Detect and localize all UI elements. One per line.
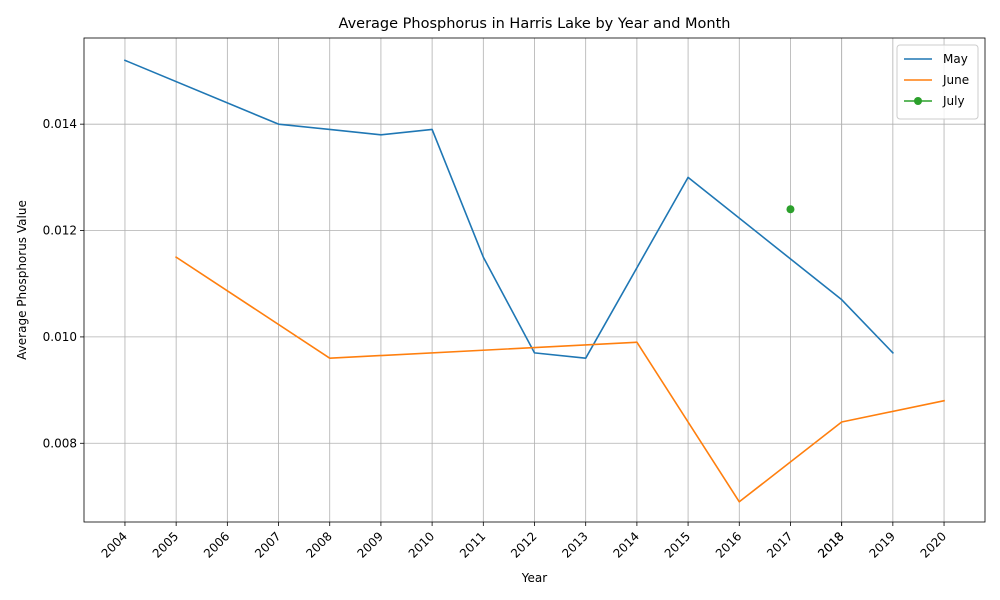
chart-title: Average Phosphorus in Harris Lake by Yea… xyxy=(339,16,731,32)
y-tick-label: 0.014 xyxy=(43,117,77,131)
legend-label-july: July xyxy=(942,94,965,108)
y-tick-label: 0.008 xyxy=(43,436,77,450)
y-tick-label: 0.010 xyxy=(43,330,77,344)
y-tick-label: 0.012 xyxy=(43,224,77,238)
grid xyxy=(84,38,985,522)
legend-label-may: May xyxy=(943,52,968,66)
y-axis-ticks: 0.008 0.010 0.012 0.014 xyxy=(43,117,84,450)
x-axis-label: Year xyxy=(521,571,547,585)
series-line-june xyxy=(175,256,945,503)
legend-marker-july xyxy=(914,97,922,105)
series-layer xyxy=(123,59,945,503)
data-point-july xyxy=(786,205,795,214)
series-line-may xyxy=(123,59,894,359)
legend-label-june: June xyxy=(942,73,969,87)
legend: May June July xyxy=(896,44,979,120)
y-axis-label: Average Phosphorus Value xyxy=(15,200,29,360)
